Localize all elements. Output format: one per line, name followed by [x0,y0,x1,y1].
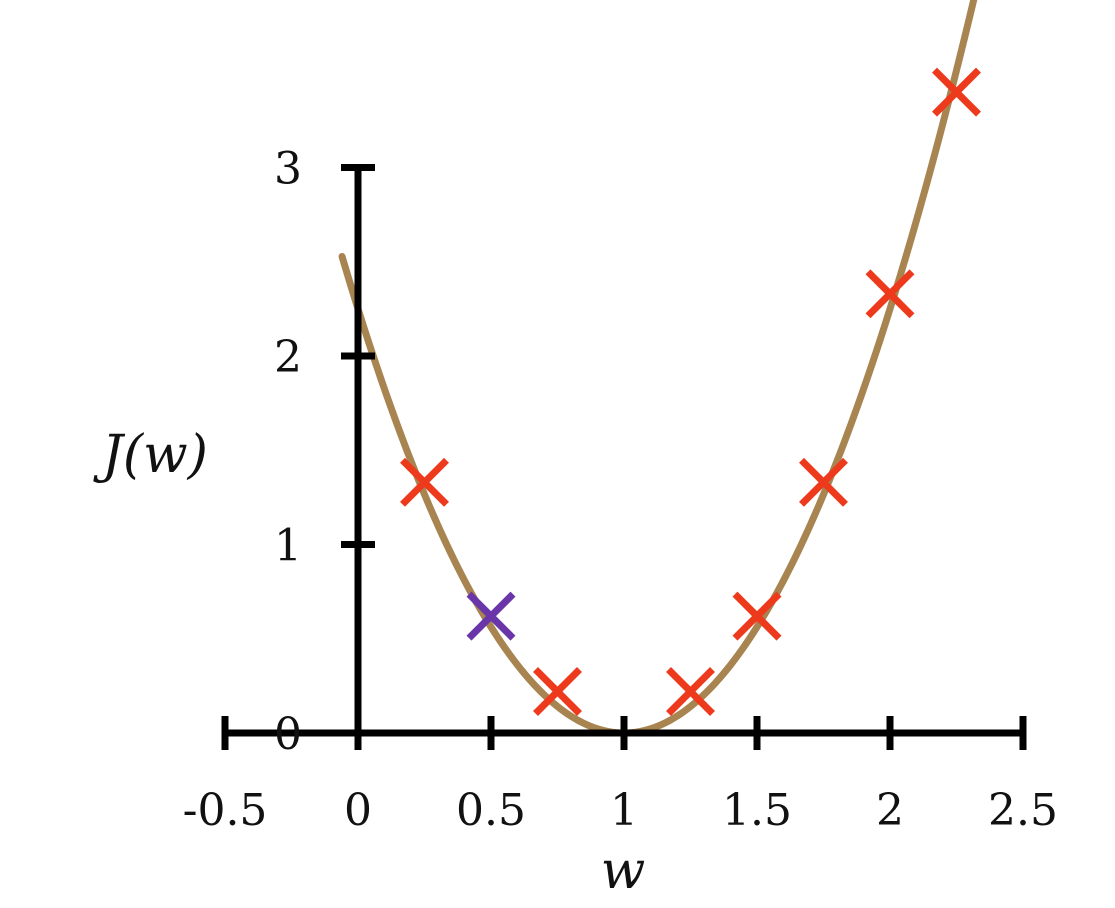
y-tick-label: 2 [274,332,302,383]
x-tick-label: 2.5 [988,785,1058,836]
y-tick-label: 3 [274,144,302,195]
data-point-x-marker [865,269,915,319]
y-tick-label: 1 [274,521,302,572]
data-point-x-marker [932,67,981,117]
cost-curve [338,0,978,737]
x-tick-label: 1.5 [722,785,792,836]
x-tick-label: 1 [610,785,638,836]
data-point-x-marker [533,667,582,717]
y-axis-title: J(w) [93,425,208,485]
data-point-x-marker [666,667,715,717]
data-point-x-marker [466,591,516,641]
data-point-x-marker [400,457,449,507]
x-tick-label: 0.5 [456,785,526,836]
data-points [400,67,981,717]
x-tick-label: 2 [876,785,904,836]
x-tick-label: 0 [344,785,372,836]
data-point-x-marker [799,457,848,507]
data-point-x-marker [732,591,782,641]
x-axis-title: w [601,841,646,901]
axes [221,164,1027,750]
curve-layer [338,0,978,737]
y-tick-label: 0 [274,709,302,760]
x-tick-label: -0.5 [183,785,268,836]
